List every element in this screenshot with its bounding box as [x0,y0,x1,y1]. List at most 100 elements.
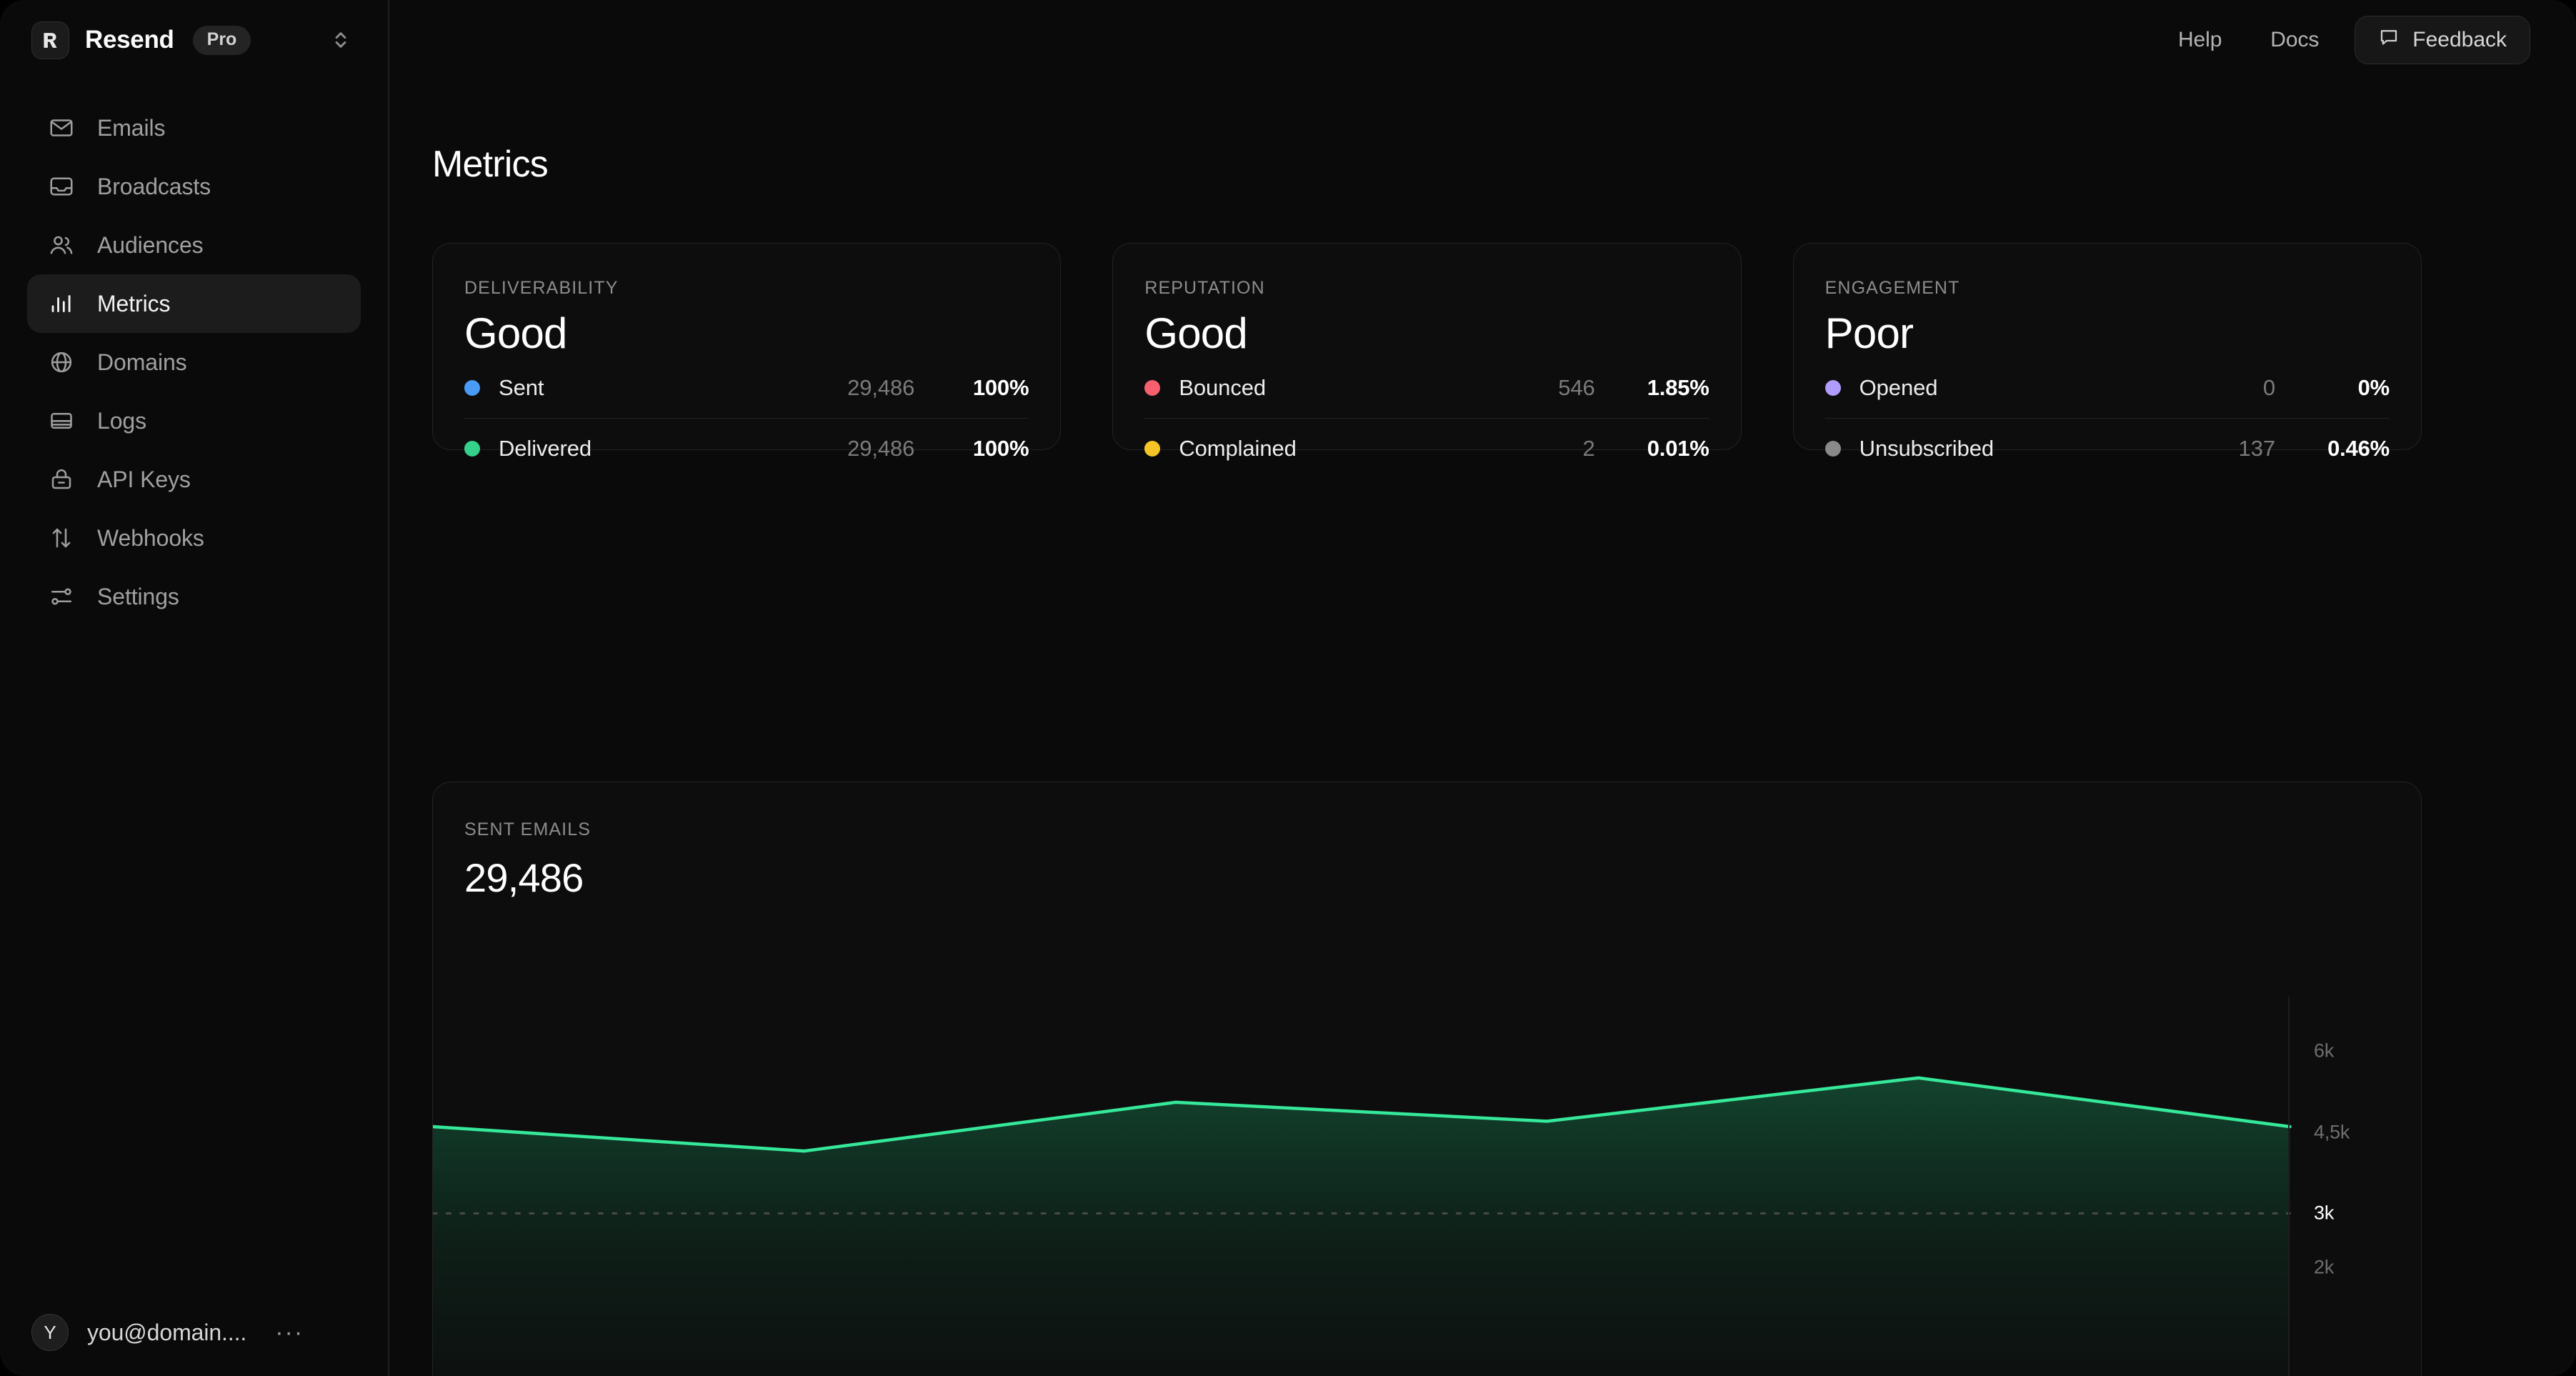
arrows-updown-icon [47,524,76,552]
sidebar-item-label: Emails [97,114,166,141]
sidebar-item-logs[interactable]: Logs [27,392,361,450]
docs-link[interactable]: Docs [2270,28,2320,51]
y-axis-labels: 6k 4,5k 3k 2k [2292,962,2421,1376]
metric-row: Sent 29,486 100% [464,358,1029,418]
topbar: Help Docs Feedback [389,0,2576,80]
y-axis-tick: 3k [2314,1202,2335,1224]
sidebar-item-broadcasts[interactable]: Broadcasts [27,157,361,216]
sidebar: Resend Pro Emails [0,0,389,1376]
main-content: Help Docs Feedback Metrics DELIVERABILIT… [389,0,2576,1376]
metric-row: Unsubscribed 137 0.46% [1824,418,2390,478]
page-title: Metrics [432,144,549,185]
list-icon [47,407,76,435]
sidebar-item-label: Domains [97,349,187,375]
avatar: Y [31,1314,69,1351]
card-rows: Opened 0 0% Unsubscribed 137 0.46% [1824,358,2390,478]
metric-row: Bounced 546 1.85% [1144,358,1709,418]
chart-plot-area[interactable]: 6k 4,5k 3k 2k [433,962,2421,1376]
status-dot-opened [1824,380,1841,396]
help-link[interactable]: Help [2177,28,2222,51]
metric-card-deliverability: DELIVERABILITY Good Sent 29,486 100% Del… [432,243,1062,461]
sidebar-item-label: Audiences [97,231,204,258]
metric-card-reputation: REPUTATION Good Bounced 546 1.85% Compla… [1112,243,1742,461]
resend-logo-icon [31,21,69,59]
metric-count: 546 [1558,375,1595,400]
sidebar-item-label: Webhooks [97,524,204,551]
y-axis-line [2288,997,2290,1376]
envelope-icon [47,114,76,142]
card-label: DELIVERABILITY [464,278,619,298]
sidebar-item-label: Broadcasts [97,173,211,199]
globe-icon [47,348,76,377]
plan-badge: Pro [192,25,251,55]
metric-count: 137 [2238,435,2276,461]
metric-row: Opened 0 0% [1824,358,2390,418]
y-axis-tick: 4,5k [2314,1121,2350,1143]
status-dot-sent [464,380,480,396]
sidebar-spacer [0,626,388,1289]
sidebar-item-metrics[interactable]: Metrics [27,274,361,333]
user-account-row[interactable]: Y you@domain.... ··· [0,1289,388,1376]
metric-percent: 0.46% [2327,435,2390,461]
lock-icon [47,465,76,494]
metric-count: 29,486 [847,375,915,400]
status-dot-unsubscribed [1824,440,1841,457]
chevron-up-down-icon[interactable] [326,24,355,56]
metric-count: 29,486 [847,435,915,461]
chart-total-value: 29,486 [464,855,584,900]
metric-percent: 0.01% [1647,435,1709,461]
sidebar-item-audiences[interactable]: Audiences [27,216,361,274]
metric-count: 0 [2262,375,2275,400]
inbox-icon [47,172,76,201]
workspace-name: Resend [85,26,174,54]
sidebar-item-label: Logs [97,407,146,434]
metric-name: Delivered [499,435,592,461]
metric-row: Delivered 29,486 100% [464,418,1029,478]
user-more-icon[interactable]: ··· [275,1318,304,1346]
sidebar-item-emails[interactable]: Emails [27,99,361,157]
sidebar-item-label: API Keys [97,466,191,492]
status-dot-bounced [1144,380,1161,396]
card-label: ENGAGEMENT [1824,278,1960,298]
metric-name: Sent [499,375,544,400]
sidebar-item-api-keys[interactable]: API Keys [27,450,361,509]
y-axis-tick: 2k [2314,1256,2335,1278]
users-icon [47,231,76,259]
metric-cards-row: DELIVERABILITY Good Sent 29,486 100% Del… [432,243,2576,461]
metric-name: Unsubscribed [1859,435,1994,461]
sidebar-item-label: Metrics [97,290,171,316]
chart-label: SENT EMAILS [464,819,591,839]
sidebar-item-label: Settings [97,583,179,609]
sliders-icon [47,582,76,611]
card-rows: Bounced 546 1.85% Complained 2 0.01% [1144,358,1709,478]
metric-percent: 100% [972,435,1029,461]
feedback-label: Feedback [2412,28,2507,51]
status-dot-complained [1144,440,1161,457]
metric-row: Complained 2 0.01% [1144,418,1709,478]
user-email: you@domain.... [87,1319,247,1345]
sent-emails-chart-card: SENT EMAILS 29,486 6k 4,5 [432,782,2422,1376]
comment-icon [2378,26,2400,54]
card-status: Good [1144,309,1247,357]
metric-percent: 100% [972,375,1029,400]
y-axis-tick: 6k [2314,1040,2335,1062]
card-status: Good [464,309,567,357]
feedback-button[interactable]: Feedback [2355,16,2530,64]
metric-card-engagement: ENGAGEMENT Poor Opened 0 0% Unsubscribed… [1792,243,2422,461]
sidebar-item-settings[interactable]: Settings [27,567,361,626]
sent-emails-area-chart [433,1076,2292,1376]
metric-percent: 1.85% [1647,375,1709,400]
workspace-switcher[interactable]: Resend Pro [0,0,388,80]
card-status: Poor [1824,309,1914,357]
bar-chart-icon [47,289,76,318]
metric-name: Opened [1859,375,1938,400]
metric-count: 2 [1582,435,1595,461]
sidebar-item-domains[interactable]: Domains [27,333,361,392]
card-rows: Sent 29,486 100% Delivered 29,486 100% [464,358,1029,478]
status-dot-delivered [464,440,480,457]
metric-name: Complained [1179,435,1297,461]
metric-percent: 0% [2357,375,2390,400]
metric-name: Bounced [1179,375,1267,400]
sidebar-item-webhooks[interactable]: Webhooks [27,509,361,567]
